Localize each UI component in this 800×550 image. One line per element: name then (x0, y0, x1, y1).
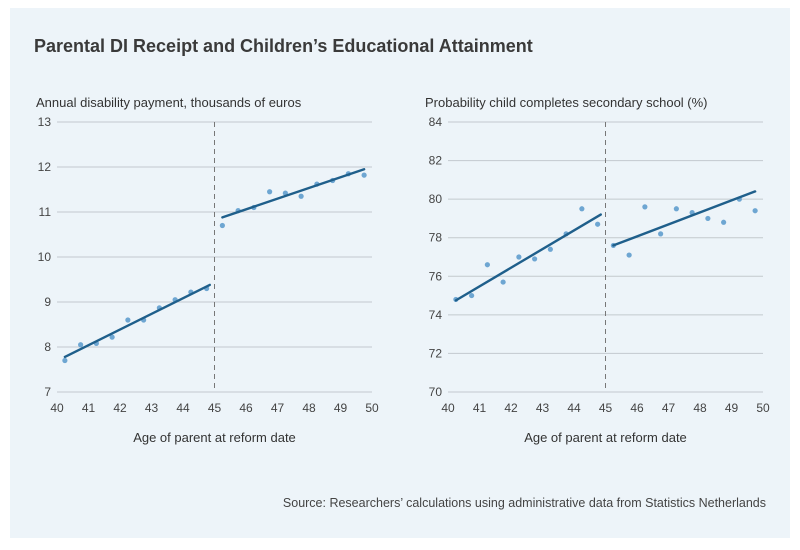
x-tick-label: 40 (50, 401, 64, 415)
y-tick-label: 70 (429, 385, 443, 399)
y-tick-label: 74 (429, 308, 443, 322)
x-axis-title: Age of parent at reform date (524, 430, 687, 445)
x-tick-label: 49 (334, 401, 348, 415)
y-tick-label: 72 (429, 346, 443, 360)
fit-line (63, 283, 211, 359)
data-point (125, 317, 131, 323)
x-tick-label: 41 (473, 401, 487, 415)
data-point (62, 357, 68, 364)
chart-secondary-school: Probability child completes secondary sc… (425, 95, 770, 445)
data-point (752, 208, 758, 214)
x-tick-label: 43 (145, 401, 159, 415)
data-point (595, 221, 601, 227)
y-tick-label: 80 (429, 192, 443, 206)
data-point (642, 204, 648, 210)
data-point (721, 219, 727, 225)
fit-line (221, 168, 366, 219)
data-point (109, 334, 115, 340)
data-point (532, 256, 538, 262)
x-tick-label: 44 (567, 401, 581, 415)
data-point (361, 172, 367, 178)
source-note: Source: Researchers’ calculations using … (282, 496, 766, 510)
x-tick-label: 43 (536, 401, 550, 415)
y-tick-label: 12 (38, 160, 52, 174)
x-tick-label: 42 (504, 401, 518, 415)
data-point (516, 254, 522, 260)
y-tick-label: 8 (44, 340, 51, 354)
x-tick-label: 46 (239, 401, 253, 415)
data-point (673, 206, 679, 212)
data-point (219, 222, 225, 229)
data-point (298, 193, 304, 199)
data-point (500, 279, 506, 285)
y-axis-title: Probability child completes secondary sc… (425, 95, 708, 110)
data-point (547, 246, 553, 252)
y-tick-label: 11 (39, 205, 52, 219)
x-tick-label: 44 (176, 401, 190, 415)
x-tick-label: 45 (208, 401, 222, 415)
y-tick-label: 9 (44, 295, 51, 309)
x-tick-label: 40 (441, 401, 455, 415)
x-tick-label: 46 (630, 401, 644, 415)
x-tick-label: 48 (693, 401, 707, 415)
y-tick-label: 82 (429, 154, 443, 168)
x-axis-title: Age of parent at reform date (133, 430, 296, 445)
fit-line (612, 190, 757, 247)
x-tick-label: 48 (302, 401, 316, 415)
y-tick-label: 84 (429, 115, 443, 129)
y-tick-label: 13 (38, 115, 52, 129)
page-title: Parental DI Receipt and Children’s Educa… (34, 36, 533, 56)
data-point (626, 252, 632, 258)
y-tick-label: 76 (429, 269, 443, 283)
x-tick-label: 42 (113, 401, 127, 415)
data-point (705, 215, 711, 222)
data-point (78, 342, 84, 348)
x-tick-label: 47 (271, 401, 285, 415)
x-tick-label: 50 (365, 401, 379, 415)
data-point (658, 231, 664, 237)
fit-line (454, 213, 602, 302)
x-tick-label: 50 (756, 401, 770, 415)
data-point (579, 206, 585, 212)
y-axis-title: Annual disability payment, thousands of … (36, 95, 302, 110)
y-tick-label: 7 (44, 385, 51, 399)
x-tick-label: 47 (662, 401, 676, 415)
y-tick-label: 10 (38, 250, 52, 264)
data-point (267, 189, 273, 195)
data-point (484, 262, 490, 268)
x-tick-label: 41 (82, 401, 96, 415)
x-tick-label: 45 (599, 401, 613, 415)
x-tick-label: 49 (725, 401, 739, 415)
chart-panel: Parental DI Receipt and Children’s Educa… (10, 8, 790, 538)
chart-disability-payment: Annual disability payment, thousands of … (36, 95, 379, 445)
data-point (469, 292, 475, 299)
y-tick-label: 78 (429, 231, 443, 245)
